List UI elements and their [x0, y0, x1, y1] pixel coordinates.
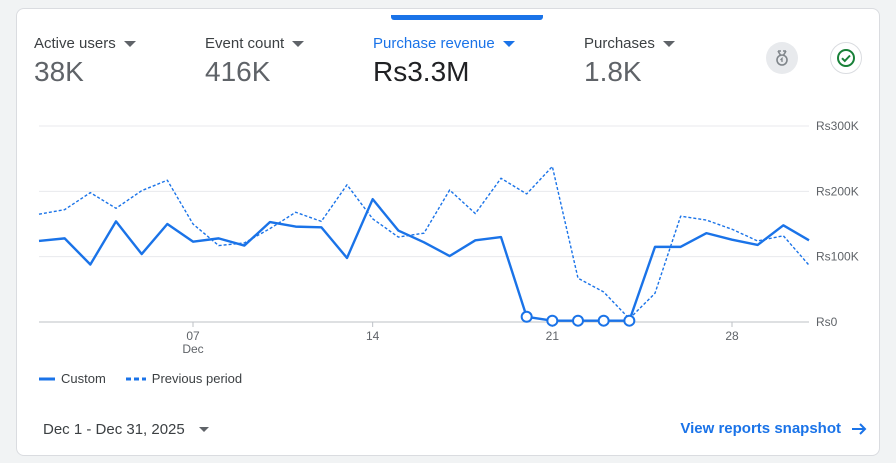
- insights-badge[interactable]: [766, 42, 798, 74]
- y-tick-label: Rs100K: [816, 250, 859, 264]
- y-tick-label: Rs200K: [816, 184, 859, 198]
- data-point-marker: [520, 310, 533, 323]
- chart-legend: Custom Previous period: [39, 371, 242, 386]
- series-line-previous-period: [38, 165, 810, 320]
- caret-down-icon: [662, 40, 675, 47]
- metric-tab-purchase-revenue[interactable]: Purchase revenue Rs3.3M: [373, 35, 515, 88]
- view-reports-snapshot-link[interactable]: View reports snapshot: [680, 420, 867, 437]
- metric-label: Purchases: [584, 35, 655, 52]
- ribbon-icon: [776, 50, 788, 66]
- legend-item-previous-period[interactable]: Previous period: [125, 371, 243, 386]
- metric-label: Purchase revenue: [373, 35, 495, 52]
- metric-tab-active-users[interactable]: Active users 38K: [34, 35, 136, 88]
- data-point-marker: [546, 314, 559, 327]
- legend-label: Custom: [61, 371, 106, 386]
- metric-value: 38K: [34, 56, 84, 87]
- caret-down-icon: [502, 40, 515, 47]
- legend-item-custom[interactable]: Custom: [39, 371, 106, 386]
- y-tick-label: Rs0: [816, 315, 838, 329]
- x-tick-label: 14: [366, 329, 380, 343]
- chart-series: [38, 165, 810, 327]
- data-point-marker: [572, 314, 584, 327]
- solid-line-icon: [39, 377, 55, 380]
- caret-down-icon: [198, 427, 209, 432]
- metric-value: 416K: [205, 56, 271, 87]
- metric-value: Rs3.3M: [373, 56, 470, 87]
- y-axis: Rs0 Rs100K Rs200K Rs300K: [816, 119, 859, 329]
- status-badge[interactable]: [830, 42, 862, 74]
- chart-grid: [39, 125, 809, 323]
- date-range-selector[interactable]: Dec 1 - Dec 31, 2025: [43, 421, 209, 438]
- dashed-line-icon: [125, 377, 146, 380]
- active-tab-indicator: [391, 15, 543, 20]
- x-tick-label: 07: [186, 329, 200, 343]
- data-point-marker: [623, 314, 636, 327]
- x-tick-label: 28: [725, 329, 739, 343]
- metric-value: 1.8K: [584, 56, 642, 87]
- metric-tab-event-count[interactable]: Event count 416K: [205, 35, 305, 88]
- caret-down-icon: [123, 40, 136, 47]
- check-circle-icon: [837, 49, 855, 67]
- date-range-label: Dec 1 - Dec 31, 2025: [43, 421, 185, 438]
- metric-label: Active users: [34, 35, 116, 52]
- data-point-marker: [597, 314, 610, 327]
- metric-tab-purchases[interactable]: Purchases 1.8K: [584, 35, 675, 88]
- x-tick-label: 21: [546, 329, 560, 343]
- metric-label: Event count: [205, 35, 285, 52]
- series-line-custom: [38, 197, 810, 322]
- x-tick-sublabel: Dec: [182, 342, 203, 356]
- legend-label: Previous period: [151, 371, 243, 386]
- arrow-right-icon: [852, 422, 867, 435]
- caret-down-icon: [292, 40, 305, 47]
- y-tick-label: Rs300K: [816, 119, 859, 133]
- view-link-label: View reports snapshot: [680, 420, 841, 437]
- metrics-card: Active users 38K Event count 416K Purcha…: [16, 8, 880, 456]
